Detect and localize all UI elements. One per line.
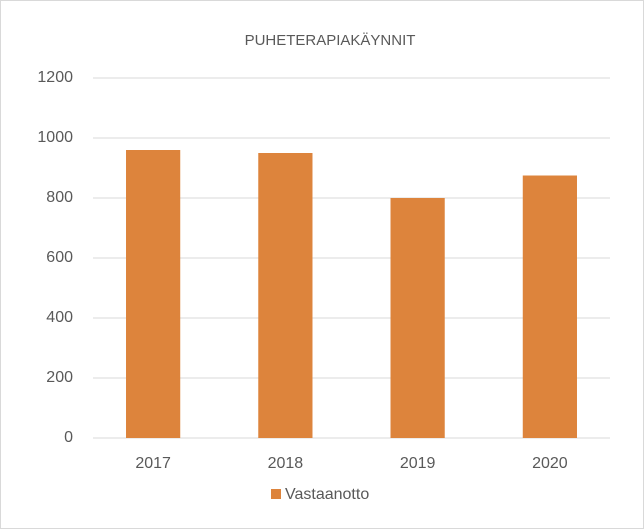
chart-title: PUHETERAPIAKÄYNNIT: [245, 32, 416, 49]
bar: [522, 175, 577, 438]
y-tick-label: 0: [64, 429, 73, 446]
legend-label: Vastaanotto: [285, 486, 369, 503]
legend-swatch: [271, 489, 281, 499]
y-tick-label: 800: [46, 189, 73, 206]
y-tick-label: 600: [46, 249, 73, 266]
y-tick-label: 1200: [37, 69, 73, 86]
x-tick-label: 2018: [268, 455, 304, 472]
bar: [258, 153, 313, 438]
y-tick-label: 400: [46, 309, 73, 326]
x-tick-label: 2017: [135, 455, 171, 472]
y-tick-label: 1000: [37, 129, 73, 146]
bar: [390, 198, 445, 438]
y-tick-label: 200: [46, 369, 73, 386]
x-tick-label: 2020: [532, 455, 568, 472]
bar: [126, 150, 181, 438]
x-tick-label: 2019: [400, 455, 436, 472]
